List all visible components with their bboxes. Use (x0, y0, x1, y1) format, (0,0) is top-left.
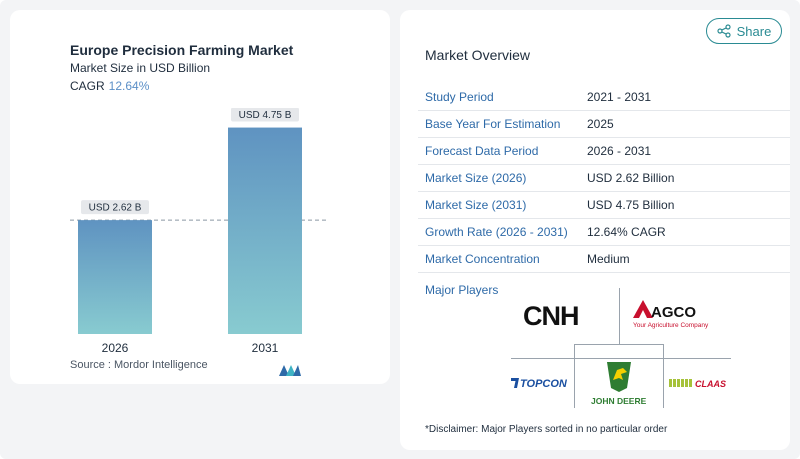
svg-text:AGCO: AGCO (651, 304, 696, 321)
overview-value: USD 4.75 Billion (587, 198, 675, 212)
overview-label: Growth Rate (2026 - 2031) (425, 225, 568, 239)
overview-row: Growth Rate (2026 - 2031) 12.64% CAGR (418, 219, 790, 246)
bar-chart: USD 2.62 B 2026 USD 4.75 B 2031 (70, 108, 328, 355)
overview-row: Study Period 2021 - 2031 (418, 84, 790, 111)
grid-divider (574, 344, 575, 408)
overview-label: Forecast Data Period (425, 144, 539, 158)
chart-subtitle: Market Size in USD Billion (70, 61, 211, 75)
grid-divider (574, 344, 664, 345)
overview-value: 12.64% CAGR (587, 225, 666, 239)
overview-row: Market Size (2026) USD 2.62 Billion (418, 165, 790, 192)
topcon-logo: TOPCON (511, 378, 568, 390)
overview-table: Study Period 2021 - 2031 Base Year For E… (418, 84, 790, 273)
svg-text:TOPCON: TOPCON (520, 378, 568, 390)
overview-value: Medium (587, 252, 630, 266)
overview-label: Market Size (2031) (425, 198, 527, 212)
bar-2031 (228, 127, 302, 334)
overview-title: Market Overview (425, 47, 531, 63)
overview-label: Study Period (425, 90, 494, 104)
bar-2026 (78, 220, 152, 334)
overview-label: Market Size (2026) (425, 171, 527, 185)
overview-row: Base Year For Estimation 2025 (418, 111, 790, 138)
data-label: USD 2.62 B (89, 203, 142, 214)
svg-text:CNH: CNH (523, 302, 579, 328)
svg-text:JOHN DEERE: JOHN DEERE (591, 396, 647, 406)
overview-value: 2025 (587, 117, 614, 131)
grid-divider (663, 344, 664, 408)
overview-card (400, 10, 790, 450)
cagr-label: CAGR (70, 79, 105, 93)
svg-text:Your Agriculture Company: Your Agriculture Company (633, 322, 709, 329)
john-deere-logo: JOHN DEERE (591, 362, 647, 406)
claas-logo: CLAAS (669, 379, 726, 389)
chart-card (10, 10, 390, 384)
share-icon (717, 24, 731, 38)
source-text: Source : Mordor Intelligence (70, 359, 208, 371)
overview-value: USD 2.62 Billion (587, 171, 675, 185)
overview-value: 2026 - 2031 (587, 144, 652, 158)
data-label: USD 4.75 B (239, 110, 292, 121)
mordor-logo-icon (279, 365, 301, 376)
players-logo-grid: CNH AGCO Your Agriculture Company TOPCON… (511, 288, 731, 408)
overview-label: Market Concentration (425, 252, 540, 266)
overview-row: Market Concentration Medium (418, 246, 790, 273)
category-label: 2026 (102, 341, 129, 355)
cagr-value: 12.64% (108, 79, 150, 93)
agco-logo: AGCO Your Agriculture Company (633, 300, 709, 329)
grid-divider (511, 358, 731, 359)
overview-label: Base Year For Estimation (425, 117, 561, 131)
share-button[interactable]: Share (706, 18, 782, 44)
data-label-bg (81, 200, 149, 215)
share-label: Share (736, 23, 772, 39)
grid-divider (619, 288, 620, 344)
cagr-line: CAGR 12.64% (70, 79, 149, 93)
category-label: 2031 (252, 341, 279, 355)
overview-row: Forecast Data Period 2026 - 2031 (418, 138, 790, 165)
overview-row: Market Size (2031) USD 4.75 Billion (418, 192, 790, 219)
data-label-bg (231, 108, 299, 122)
major-players-label: Major Players (425, 283, 499, 297)
svg-text:CLAAS: CLAAS (695, 379, 726, 389)
overview-value: 2021 - 2031 (587, 90, 652, 104)
cnh-logo: CNH (523, 302, 580, 328)
disclaimer-text: *Disclaimer: Major Players sorted in no … (425, 424, 668, 435)
chart-title: Europe Precision Farming Market (70, 42, 294, 58)
